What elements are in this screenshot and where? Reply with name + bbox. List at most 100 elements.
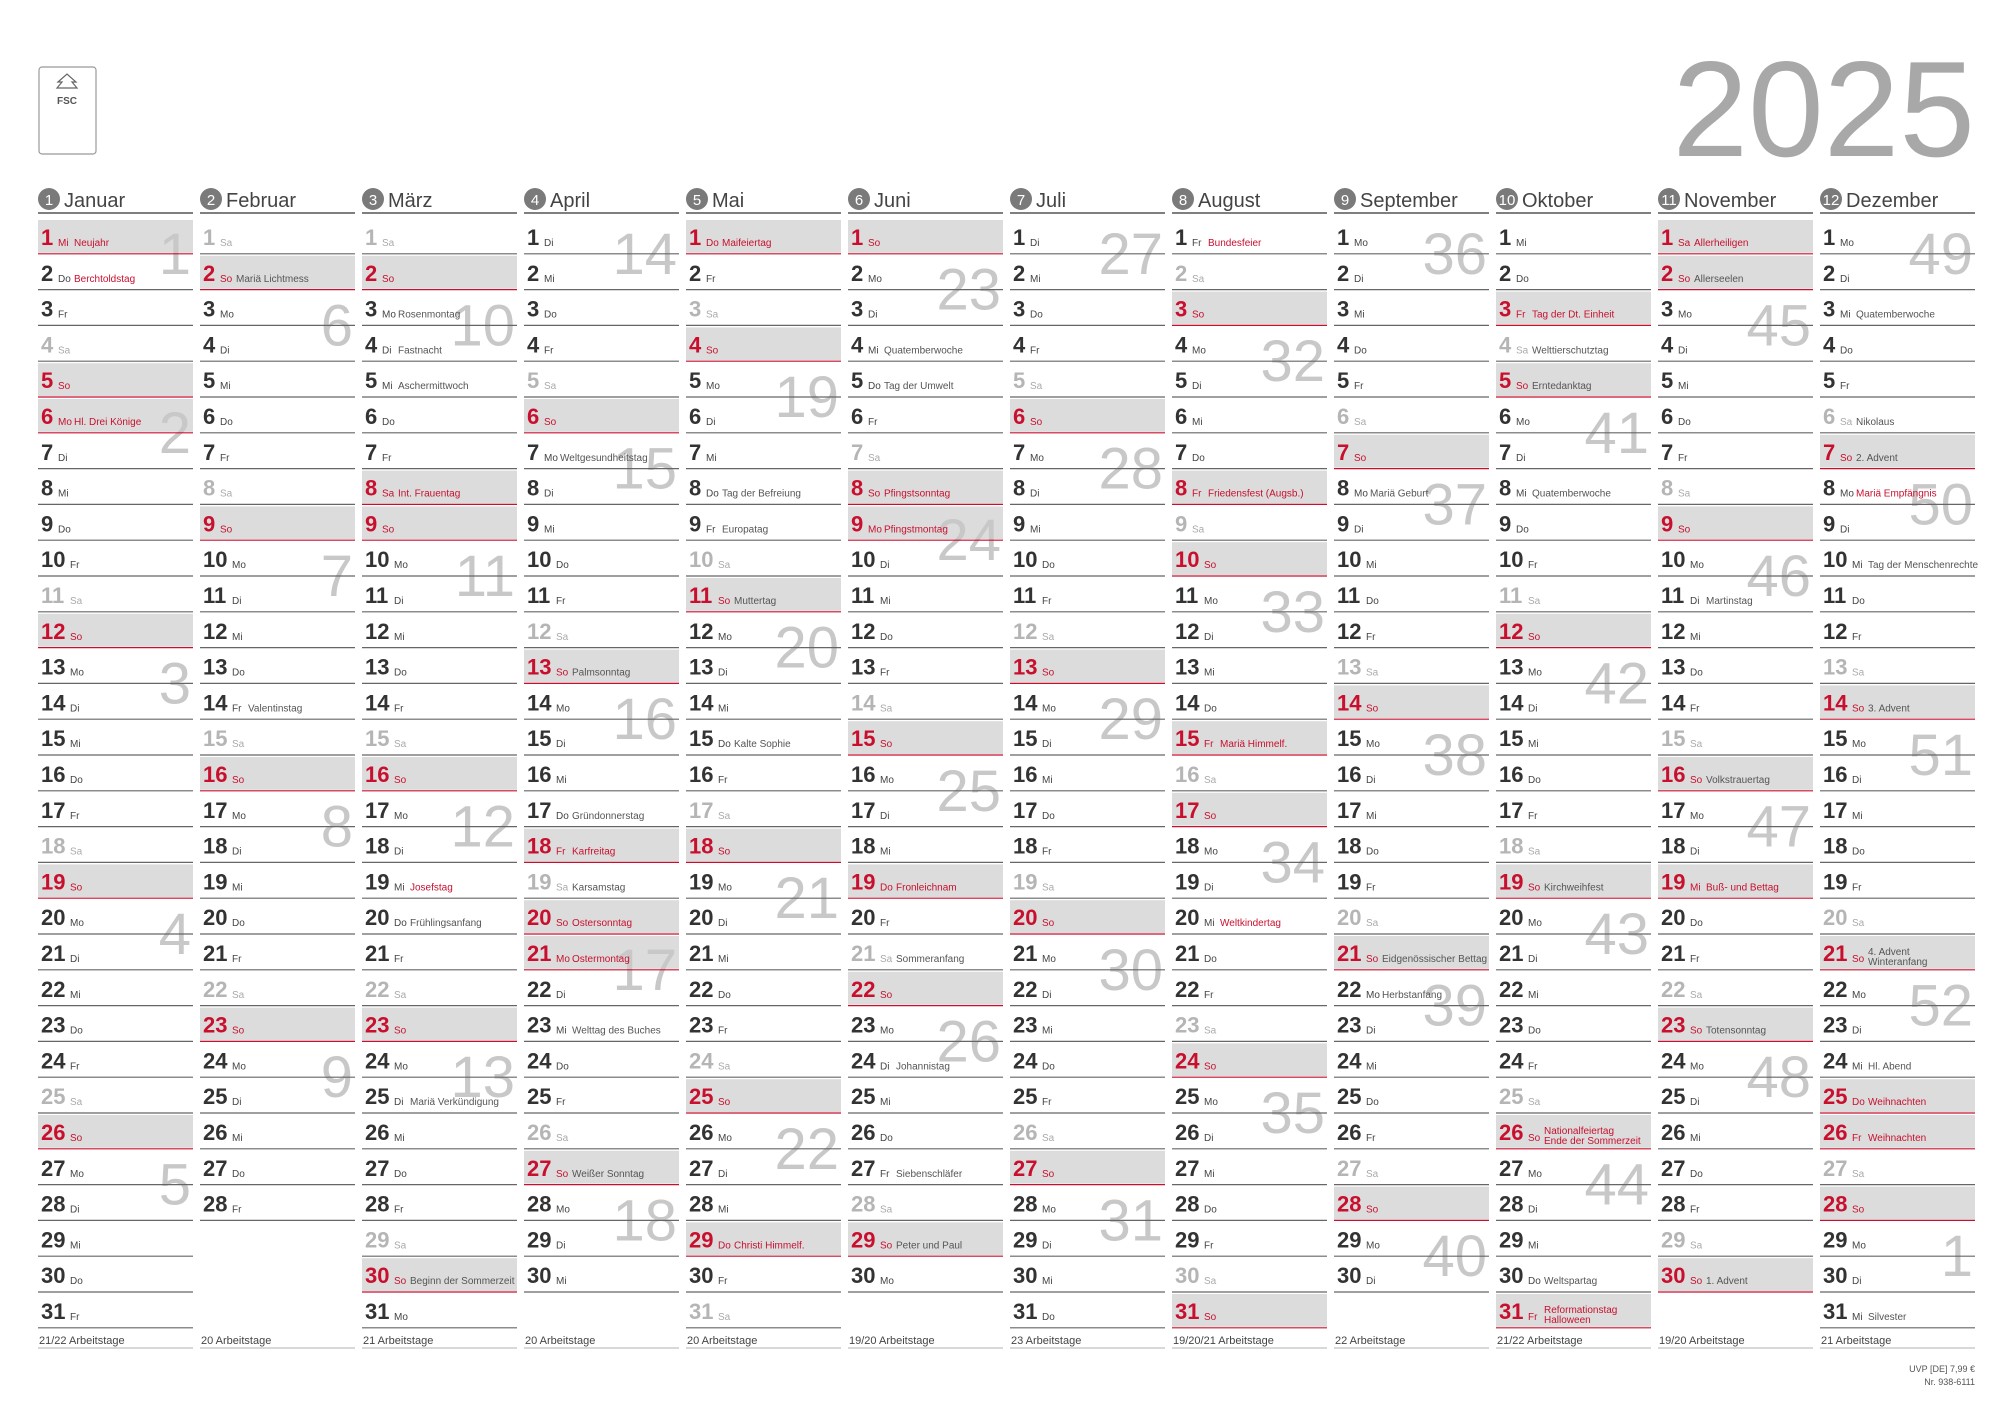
day-number: 22	[1661, 977, 1685, 1002]
day-note: Mariä Lichtmess	[236, 274, 309, 285]
day-number: 8	[1661, 476, 1673, 501]
weekday: So	[1204, 811, 1217, 822]
day-shade	[1172, 792, 1327, 826]
weekday: Mo	[232, 811, 246, 822]
day-number: 23	[41, 1013, 65, 1038]
weekday: Do	[1690, 918, 1703, 929]
weekday: Sa	[718, 560, 731, 571]
day-number: 17	[203, 798, 227, 823]
day-shade	[362, 506, 517, 540]
day-shade	[200, 757, 355, 790]
weekday: Mo	[1042, 703, 1056, 714]
weekday: Fr	[1204, 990, 1214, 1001]
day-number: 15	[1013, 726, 1037, 751]
day-note: Winteranfang	[1868, 957, 1927, 968]
day-number: 13	[689, 655, 713, 680]
weekday: So	[880, 990, 893, 1001]
day-number: 28	[1823, 1192, 1847, 1217]
month-name: April	[550, 190, 590, 212]
day-number: 18	[1175, 834, 1199, 859]
day-shade	[1658, 1258, 1813, 1291]
weekday: Mi	[394, 882, 405, 893]
weekday: Mo	[1528, 918, 1542, 929]
day-number: 22	[1175, 977, 1199, 1002]
weekday: Fr	[706, 274, 716, 285]
weekday: Mi	[1852, 1061, 1863, 1072]
weekday: Mo	[1354, 238, 1368, 249]
day-note: Mariä Empfängnis	[1856, 489, 1937, 500]
weekday: So	[1690, 1276, 1703, 1287]
workdays: 21 Arbeitstage	[363, 1335, 433, 1347]
day-number: 15	[851, 726, 875, 751]
day-shade	[1820, 434, 1975, 468]
weekday: Do	[1366, 596, 1379, 607]
day-number: 16	[1823, 762, 1847, 787]
day-note: Beginn der Sommerzeit	[410, 1276, 515, 1287]
day-number: 2	[203, 261, 215, 286]
weekday: Sa	[718, 811, 731, 822]
day-number: 16	[1013, 762, 1037, 787]
day-number: 25	[1661, 1084, 1685, 1109]
weekday: Do	[58, 274, 71, 285]
weekday: Mi	[1528, 990, 1539, 1001]
day-number: 16	[851, 762, 875, 787]
weekday: Di	[382, 345, 391, 356]
day-number: 1	[527, 225, 539, 250]
weekday: Fr	[1528, 560, 1538, 571]
weekday: Mo	[58, 417, 72, 428]
weekday: Fr	[1192, 489, 1202, 500]
day-note: Kirchweihfest	[1544, 882, 1604, 893]
weekday: Fr	[232, 1205, 242, 1216]
day-number: 27	[527, 1156, 551, 1181]
day-number: 3	[1661, 297, 1673, 322]
day-number: 22	[41, 977, 65, 1002]
day-note: Karsamstag	[572, 882, 625, 893]
weekday: Fr	[868, 417, 878, 428]
day-number: 17	[1661, 798, 1685, 823]
weekday: Mo	[868, 274, 882, 285]
weekday: Mi	[1366, 560, 1377, 571]
day-number: 1	[1499, 225, 1511, 250]
weekday: Fr	[1690, 954, 1700, 965]
weekday: Mi	[382, 381, 393, 392]
weekday: So	[1528, 632, 1541, 643]
day-number: 21	[203, 941, 227, 966]
weekday: So	[1840, 453, 1853, 464]
day-number: 26	[1823, 1120, 1847, 1145]
weekday: Fr	[1366, 882, 1376, 893]
day-number: 8	[1013, 476, 1025, 501]
day-number: 12	[1013, 619, 1037, 644]
day-number: 14	[365, 690, 390, 715]
day-shade	[686, 1222, 841, 1256]
day-number: 19	[1661, 869, 1685, 894]
weekday: Mo	[556, 1205, 570, 1216]
day-note: Welttierschutztag	[1532, 345, 1609, 356]
weekday: Mo	[1852, 990, 1866, 1001]
day-number: 16	[41, 762, 65, 787]
day-number: 8	[527, 476, 539, 501]
month-badge	[1172, 188, 1194, 210]
day-number: 4	[1499, 332, 1512, 357]
weekday: Fr	[1528, 1061, 1538, 1072]
weekday: Mi	[1366, 811, 1377, 822]
weekday: Do	[718, 990, 731, 1001]
day-number: 7	[41, 440, 53, 465]
weekday: Di	[556, 990, 565, 1001]
day-number: 17	[527, 798, 551, 823]
weekday: Sa	[58, 345, 71, 356]
day-shade	[1172, 721, 1327, 754]
day-shade	[1172, 470, 1327, 504]
day-number: 28	[1337, 1192, 1361, 1217]
weekday: Sa	[1678, 489, 1691, 500]
day-number: 12	[689, 619, 713, 644]
day-number: 11	[1013, 583, 1036, 608]
day-note: Bundesfeier	[1208, 238, 1262, 249]
weekday: Di	[1366, 1026, 1375, 1037]
day-number: 16	[1337, 762, 1361, 787]
day-number: 4	[203, 332, 216, 357]
day-note: Palmsonntag	[572, 668, 630, 679]
day-number: 31	[1175, 1299, 1199, 1324]
weekday: So	[868, 489, 881, 500]
weekday: Sa	[556, 632, 569, 643]
